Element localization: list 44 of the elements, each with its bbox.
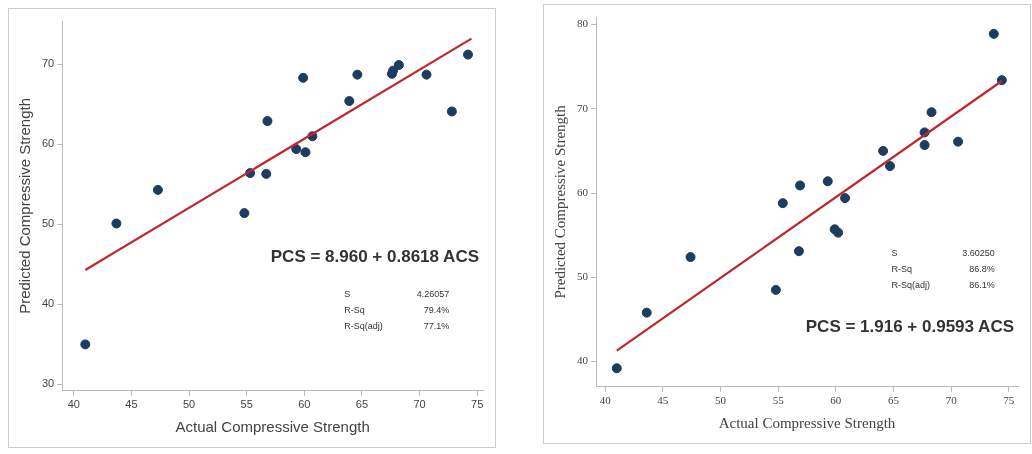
x-tick-label: 75 [1003,394,1015,407]
y-tick-label: 70 [41,57,55,70]
y-tick-label: 70 [577,101,589,114]
annotation: PCS = 1.916 + 0.9593 ACS [805,317,1014,337]
annotation: 86.1% [969,280,995,291]
x-tick-label: 60 [830,394,842,407]
y-tick-label: 60 [41,137,55,150]
annotation: 86.8% [969,264,995,275]
annotation: 79.4% [423,305,450,316]
x-tick-label: 70 [945,394,958,407]
x-axis-title: Actual Compressive Strength [175,418,370,436]
annotation: R-Sq(adj) [891,280,930,291]
annotation: PCS = 8.960 + 0.8618 ACS [270,247,479,267]
y-tick-label: 40 [41,297,55,310]
x-tick-label: 45 [125,398,138,411]
x-tick-label: 70 [413,398,426,411]
y-tick-label: 80 [577,17,589,30]
x-axis-title: Actual Compressive Strength [718,414,896,431]
x-tick-label: 45 [657,394,669,407]
annotation: R-Sq [344,305,365,316]
y-axis-title: Predicted Compressive Strength [551,104,568,299]
annotation: 3.60250 [962,248,995,259]
annotation: 4.26057 [416,289,450,300]
y-axis-title: Predicted Compressive Strength [16,97,34,314]
annotation: R-Sq [891,264,912,275]
x-tick-label: 55 [772,394,785,407]
x-tick-label: 60 [298,398,311,411]
x-tick-label: 65 [355,398,369,411]
y-tick-label: 60 [577,185,589,198]
y-tick-label: 50 [41,217,55,230]
x-tick-label: 40 [599,394,612,407]
annotation: S [344,289,351,300]
x-tick-label: 40 [67,398,80,411]
y-tick-label: 30 [41,377,55,390]
x-tick-label: 75 [471,398,484,411]
x-tick-label: 55 [240,398,253,411]
y-tick-label: 50 [577,270,589,283]
y-tick-label: 40 [577,354,589,367]
annotation: R-Sq(adj) [344,321,383,332]
annotation: S [891,248,898,259]
x-tick-label: 50 [715,394,727,407]
x-tick-label: 65 [887,394,900,407]
x-tick-label: 50 [182,398,196,411]
annotation: 77.1% [423,321,450,332]
